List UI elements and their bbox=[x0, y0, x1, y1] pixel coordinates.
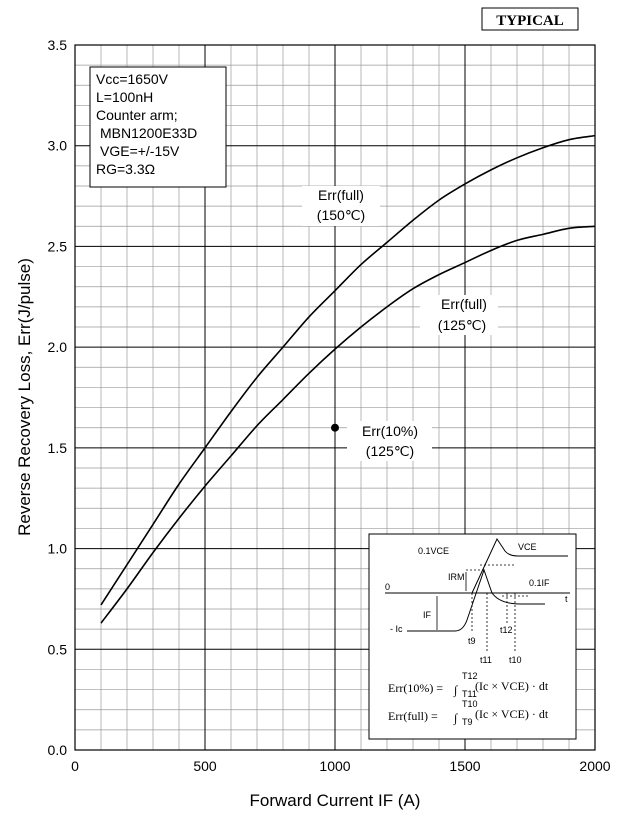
condition-module: MBN1200E33D bbox=[100, 125, 197, 141]
label-point-bg bbox=[347, 421, 432, 461]
y-tick-label: 3.0 bbox=[48, 138, 68, 154]
inset-diagram: 0 t 0.1VCE VCE IRM 0.1IF IF - Ic t9 t12 … bbox=[368, 533, 577, 740]
formula-errfull-upper: T10 bbox=[462, 699, 478, 709]
formula-err10-integral: ∫ bbox=[453, 683, 458, 697]
x-tick-label: 0 bbox=[71, 758, 79, 774]
label-150-line2: (150℃) bbox=[317, 207, 365, 223]
inset-if: IF bbox=[423, 610, 432, 620]
inset-vce-level: 0.1VCE bbox=[418, 546, 449, 556]
formula-errfull-lower: T9 bbox=[462, 717, 473, 727]
inset-t-axis: t bbox=[565, 594, 568, 604]
x-axis-label: Forward Current IF (A) bbox=[250, 791, 421, 810]
series-line-0 bbox=[100, 134, 596, 606]
inset-if-level: 0.1IF bbox=[529, 578, 550, 588]
typical-badge-frame bbox=[481, 7, 579, 31]
y-axis-label: Reverse Recovery Loss, Err(J/pulse) bbox=[15, 258, 34, 536]
inset-ic: - Ic bbox=[390, 624, 403, 634]
y-tick-label: 2.5 bbox=[48, 238, 68, 254]
inset-t9: t9 bbox=[468, 636, 476, 646]
condition-counter-arm: Counter arm; bbox=[96, 107, 178, 123]
inset-frame bbox=[368, 533, 577, 740]
y-tick-label: 2.0 bbox=[48, 339, 68, 355]
label-125-line1: Err(full) bbox=[441, 296, 487, 312]
y-tick-label: 3.5 bbox=[48, 37, 68, 53]
y-tick-label: 0.0 bbox=[48, 742, 68, 758]
inset-t10: t10 bbox=[509, 655, 522, 665]
formula-err10-lower: T11 bbox=[462, 689, 477, 699]
series-line-1 bbox=[100, 225, 596, 624]
x-tick-label: 1000 bbox=[319, 758, 350, 774]
y-tick-labels: 0.0 0.5 1.0 1.5 2.0 2.5 3.0 3.5 bbox=[48, 37, 68, 758]
formula-errfull-rhs: (Ic × VCE) · dt bbox=[475, 707, 549, 721]
x-tick-label: 500 bbox=[193, 758, 217, 774]
formula-err10-rhs: (Ic × VCE) · dt bbox=[475, 679, 549, 693]
conditions-box bbox=[89, 66, 227, 188]
condition-vcc: Vcc=1650V bbox=[96, 71, 169, 87]
formula-err10-lhs: Err(10%) = bbox=[388, 681, 443, 695]
inset-voltage-wave bbox=[471, 537, 568, 594]
x-tick-labels: 0 500 1000 1500 2000 bbox=[71, 758, 611, 774]
inset-t11: t11 bbox=[480, 655, 492, 665]
plot-frame bbox=[74, 44, 596, 751]
label-point-line2: (125℃) bbox=[366, 443, 414, 459]
x-tick-label: 2000 bbox=[579, 758, 610, 774]
y-tick-label: 0.5 bbox=[48, 641, 68, 657]
inset-vce: VCE bbox=[518, 542, 537, 552]
inset-t12: t12 bbox=[500, 625, 513, 635]
y-tick-label: 1.0 bbox=[48, 541, 68, 557]
condition-vge: VGE=+/-15V bbox=[100, 143, 180, 159]
inset-zero: 0 bbox=[385, 582, 390, 592]
label-point-line1: Err(10%) bbox=[362, 423, 418, 439]
label-125-line2: (125℃) bbox=[438, 317, 486, 333]
series-layer bbox=[100, 134, 596, 624]
data-point-0 bbox=[331, 423, 339, 432]
formula-errfull-lhs: Err(full) = bbox=[388, 709, 438, 723]
formula-err10-upper: T12 bbox=[462, 671, 478, 681]
label-150-bg bbox=[302, 186, 380, 226]
label-150-line1: Err(full) bbox=[318, 187, 364, 203]
inset-irm: IRM bbox=[448, 572, 465, 582]
label-125-bg bbox=[420, 295, 498, 335]
condition-l: L=100nH bbox=[96, 89, 153, 105]
y-tick-label: 1.5 bbox=[48, 440, 68, 456]
condition-rg: RG=3.3Ω bbox=[96, 161, 155, 177]
typical-badge: TYPICAL bbox=[496, 13, 564, 29]
x-tick-label: 1500 bbox=[449, 758, 480, 774]
formula-errfull-integral: ∫ bbox=[453, 711, 458, 725]
